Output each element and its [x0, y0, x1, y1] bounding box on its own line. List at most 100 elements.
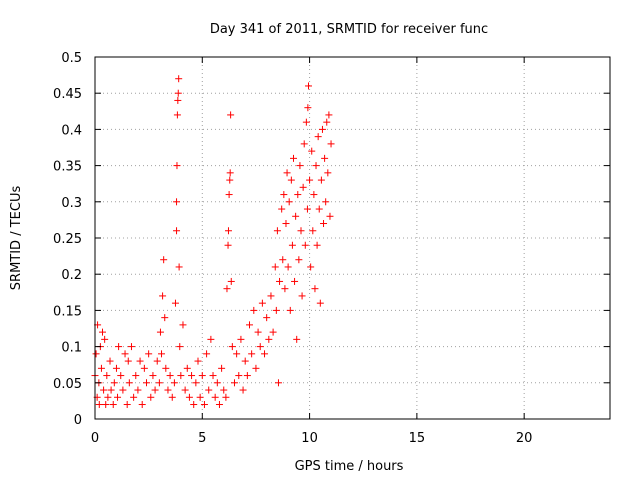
data-point — [136, 357, 144, 365]
x-tick-label: 20 — [516, 431, 533, 446]
data-point — [246, 321, 253, 329]
data-point — [149, 372, 157, 380]
x-axis-label: GPS time / hours — [295, 459, 404, 474]
data-point — [200, 401, 208, 409]
data-point — [321, 154, 329, 162]
y-tick-label: 0.15 — [53, 304, 82, 319]
data-point — [160, 256, 168, 264]
data-point — [322, 198, 330, 206]
data-point — [99, 328, 107, 336]
y-tick-label: 0 — [74, 413, 82, 428]
data-point — [190, 401, 198, 409]
data-point — [176, 343, 184, 351]
data-point — [285, 198, 293, 206]
y-axis-label: SRMTID / TECUs — [9, 186, 24, 291]
data-point — [241, 357, 249, 365]
data-point — [151, 386, 159, 394]
data-point — [170, 379, 178, 387]
data-point — [226, 176, 234, 184]
data-point — [164, 386, 172, 394]
data-point — [173, 227, 181, 235]
data-point — [312, 162, 320, 170]
data-point — [296, 162, 304, 170]
data-point — [310, 191, 318, 199]
data-point — [175, 263, 183, 271]
data-point — [209, 372, 217, 380]
data-point — [188, 372, 196, 380]
data-point — [207, 335, 215, 343]
data-point — [95, 401, 103, 409]
data-point — [279, 256, 287, 264]
data-point — [100, 386, 108, 394]
data-point — [286, 306, 294, 314]
x-tick-label: 10 — [301, 431, 318, 446]
data-point — [181, 386, 189, 394]
data-point — [161, 314, 169, 322]
data-point — [203, 350, 211, 358]
data-point — [237, 335, 245, 343]
data-point — [227, 111, 235, 119]
data-point — [320, 220, 328, 228]
data-point — [104, 393, 112, 401]
data-point — [158, 350, 166, 358]
data-point — [220, 386, 228, 394]
data-point — [168, 393, 176, 401]
y-tick-label: 0.3 — [61, 196, 82, 211]
y-tick-label: 0.25 — [53, 232, 82, 247]
data-point — [171, 299, 179, 307]
data-point — [273, 227, 281, 235]
data-point — [313, 241, 321, 249]
data-point — [92, 350, 100, 358]
data-point — [127, 343, 135, 351]
data-point — [174, 89, 182, 97]
data-point — [243, 372, 251, 380]
data-point — [254, 328, 262, 336]
data-point — [272, 306, 280, 314]
data-point — [223, 285, 231, 293]
data-point — [174, 96, 182, 104]
y-tick-label: 0.05 — [53, 377, 82, 392]
data-point — [173, 198, 181, 206]
data-point — [156, 328, 164, 336]
data-point — [327, 140, 335, 148]
data-point — [300, 140, 308, 148]
data-point — [282, 220, 290, 228]
data-point — [299, 183, 307, 191]
data-point — [280, 191, 288, 199]
data-point — [239, 386, 247, 394]
data-point — [252, 364, 260, 372]
data-point — [121, 350, 129, 358]
data-point — [155, 379, 163, 387]
data-point — [326, 212, 334, 220]
data-point — [309, 227, 317, 235]
data-point — [183, 364, 191, 372]
data-point — [311, 285, 319, 293]
data-point — [119, 386, 127, 394]
data-point — [134, 386, 142, 394]
scatter-points — [91, 75, 335, 409]
data-point — [261, 350, 269, 358]
y-tick-label: 0.45 — [53, 87, 82, 102]
x-tick-label: 15 — [409, 431, 426, 446]
data-point — [117, 372, 125, 380]
data-point — [124, 357, 132, 365]
y-tick-label: 0.1 — [61, 341, 82, 356]
data-point — [192, 379, 200, 387]
data-point — [109, 401, 117, 409]
data-point — [103, 372, 111, 380]
data-point — [298, 292, 306, 300]
data-point — [110, 379, 118, 387]
data-point — [227, 277, 235, 285]
data-point — [283, 169, 291, 177]
grid — [95, 57, 610, 419]
data-point — [294, 191, 302, 199]
y-tick-label: 0.35 — [53, 160, 82, 175]
data-point — [308, 147, 316, 155]
data-point — [325, 111, 333, 119]
data-point — [315, 205, 323, 213]
data-point — [303, 205, 311, 213]
data-point — [213, 379, 221, 387]
data-point — [276, 277, 284, 285]
data-point — [306, 176, 314, 184]
